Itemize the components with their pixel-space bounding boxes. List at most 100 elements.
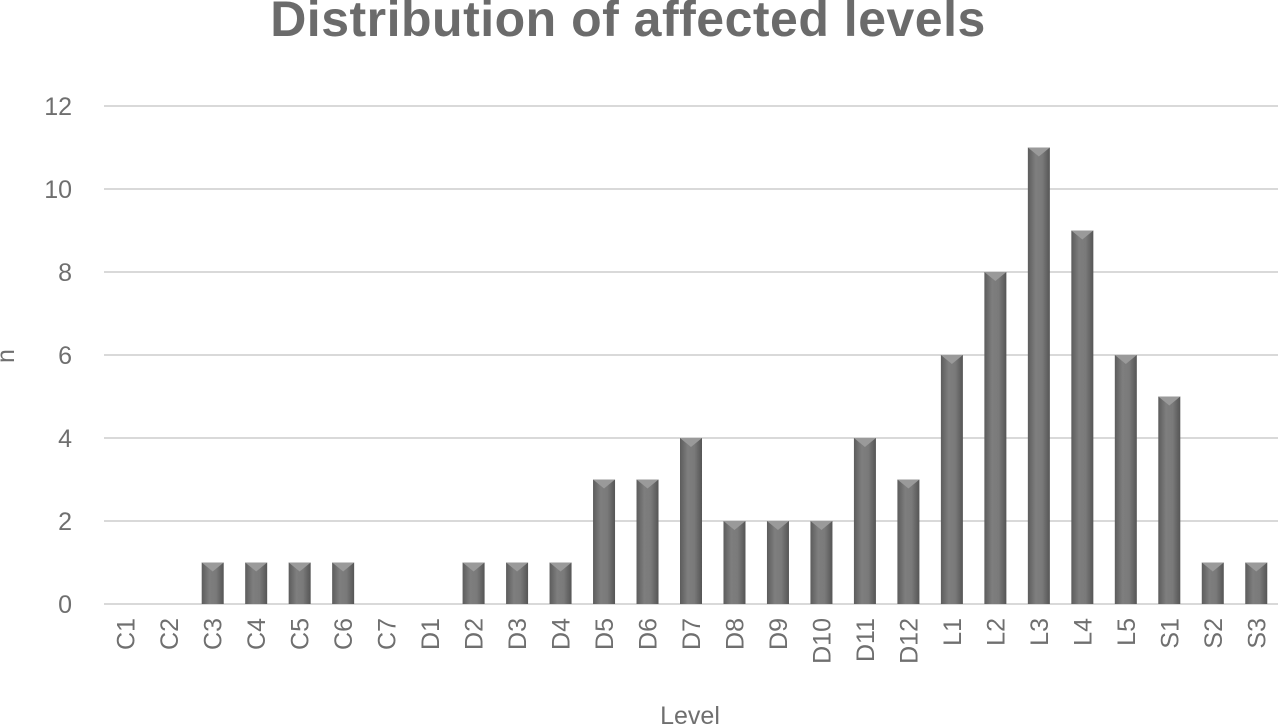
- bar-D12: [897, 479, 920, 604]
- bar-cap: [1114, 355, 1137, 364]
- bar: [462, 562, 485, 604]
- x-tick-label: D3: [504, 618, 532, 650]
- bar: [1071, 230, 1094, 604]
- x-tick-label: D7: [678, 618, 706, 650]
- bar-cap: [549, 562, 572, 572]
- x-tick-label: D2: [461, 618, 489, 650]
- bar-cap: [1245, 562, 1268, 572]
- bar-cap: [332, 562, 355, 572]
- bar: [288, 562, 311, 604]
- bar: [549, 562, 572, 604]
- bar-S3: [1245, 562, 1268, 604]
- x-tick-label: C2: [156, 618, 184, 650]
- bar: [723, 521, 746, 604]
- bar-C5: [288, 562, 311, 604]
- bar-cap: [723, 521, 746, 530]
- y-tick-label: 10: [44, 176, 72, 204]
- x-tick-label: D11: [852, 618, 880, 662]
- bar-L3: [1027, 147, 1050, 604]
- bar: [810, 521, 833, 604]
- bar-cap: [1027, 147, 1050, 157]
- bar: [940, 355, 963, 604]
- bar: [1158, 396, 1181, 604]
- bar-D2: [462, 562, 485, 604]
- y-tick-label: 4: [58, 425, 72, 453]
- bar: [245, 562, 268, 604]
- x-tick-label: L1: [939, 618, 967, 646]
- bar: [984, 272, 1007, 604]
- x-tick-label: D5: [591, 618, 619, 650]
- x-tick-label: D8: [721, 618, 749, 650]
- bar-cap: [940, 355, 963, 364]
- bar-S1: [1158, 396, 1181, 604]
- bar: [1245, 562, 1268, 604]
- bar-D4: [549, 562, 572, 604]
- bar: [593, 479, 616, 604]
- bar-D3: [506, 562, 529, 604]
- bar-cap: [766, 521, 789, 530]
- y-tick-label: 6: [58, 342, 72, 370]
- x-tick-label: D10: [808, 618, 836, 664]
- x-tick-label: C1: [113, 618, 141, 650]
- bar: [680, 438, 702, 604]
- bar-L2: [984, 272, 1007, 604]
- bar-cap: [636, 479, 659, 489]
- y-tick-label: 8: [58, 259, 72, 287]
- bar-C6: [332, 562, 355, 604]
- bar-C4: [245, 562, 268, 604]
- x-tick-label: C5: [287, 618, 315, 650]
- bar-D5: [593, 479, 616, 604]
- y-axis-ticks: 0 2 4 6 8 10 12: [44, 93, 72, 619]
- bar: [1027, 147, 1050, 604]
- x-tick-label: L3: [1026, 618, 1054, 646]
- bar-cap: [201, 562, 224, 572]
- bar-cap: [245, 562, 268, 572]
- x-tick-label: S2: [1200, 618, 1228, 649]
- y-tick-label: 12: [44, 93, 72, 121]
- bar-D9: [766, 521, 789, 604]
- bar-D8: [723, 521, 746, 604]
- x-tick-label: L5: [1113, 618, 1141, 646]
- bar-cap: [506, 562, 529, 572]
- bar-cap: [897, 479, 920, 489]
- bar-cap: [810, 521, 833, 530]
- bar-D10: [810, 521, 833, 604]
- bar: [506, 562, 529, 604]
- bar-cap: [1158, 396, 1181, 406]
- bar: [897, 479, 920, 604]
- bar-D6: [636, 479, 659, 604]
- bar-C3: [201, 562, 224, 604]
- bar-cap: [680, 438, 702, 447]
- x-tick-label: S1: [1156, 618, 1184, 649]
- x-axis-label: Level: [660, 702, 720, 728]
- bar: [201, 562, 224, 604]
- x-tick-label: C6: [330, 618, 358, 650]
- bar: [766, 521, 789, 604]
- x-tick-label: L4: [1069, 618, 1097, 646]
- y-axis-label: n: [0, 349, 20, 363]
- bar-L1: [940, 355, 963, 604]
- bar-L4: [1071, 230, 1094, 604]
- x-tick-label: D12: [895, 618, 923, 664]
- x-tick-label: D9: [765, 618, 793, 650]
- y-tick-label: 0: [58, 591, 72, 619]
- x-axis-ticks: C1 C2 C3 C4 C5 C6 C7 D1 D2 D3 D4 D5 D6 D7 D8 D9 D10 D11 D1…: [113, 618, 1272, 664]
- bar-D7: [680, 438, 702, 604]
- bar: [332, 562, 355, 604]
- bar-D11: [853, 438, 876, 604]
- bar-S2: [1201, 562, 1224, 604]
- chart-title: Distribution of affected levels: [270, 0, 986, 47]
- x-tick-label: C4: [243, 618, 271, 650]
- x-tick-label: D4: [548, 618, 576, 650]
- bar-cap: [853, 438, 876, 447]
- bar-cap: [1071, 230, 1094, 240]
- bars: [201, 147, 1268, 604]
- bar: [853, 438, 876, 604]
- bar: [1201, 562, 1224, 604]
- bar: [1114, 355, 1137, 604]
- y-tick-label: 2: [58, 508, 72, 536]
- bar-cap: [462, 562, 485, 572]
- bar-cap: [593, 479, 616, 489]
- x-tick-label: C3: [200, 618, 228, 650]
